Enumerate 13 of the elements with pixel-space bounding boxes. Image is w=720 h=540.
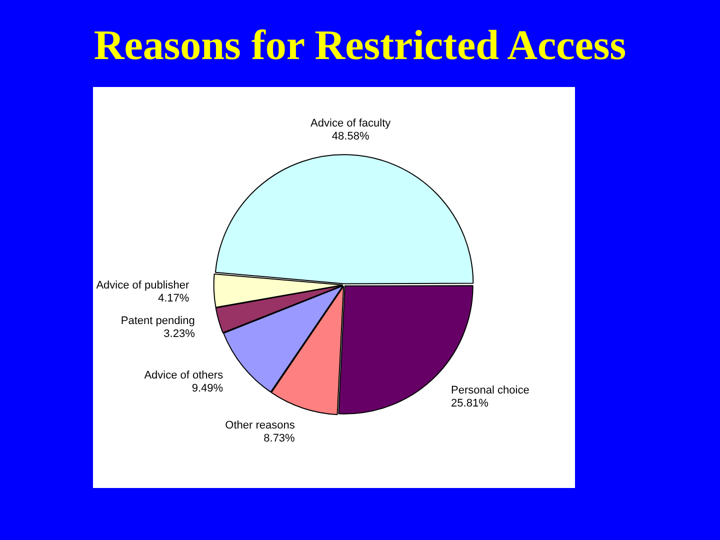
slice-label: Advice of publisher [96, 279, 190, 292]
data-label: 25.81% [451, 398, 489, 410]
slice-label: Advice of faculty [310, 118, 392, 130]
slice-label: Other reasons [225, 420, 296, 432]
data-label: 8.73% [264, 432, 296, 445]
slice-label: Advice of others [144, 369, 224, 382]
data-label: 3.23% [164, 328, 196, 340]
data-label: 48.58% [332, 130, 370, 143]
data-label: 9.49% [192, 382, 224, 394]
data-label: 4.17% [158, 292, 190, 304]
slice-label: Personal choice [451, 384, 530, 397]
chart-title: Reasons for Restricted Access [92, 22, 628, 70]
slice-label: Patent pending [120, 314, 195, 327]
